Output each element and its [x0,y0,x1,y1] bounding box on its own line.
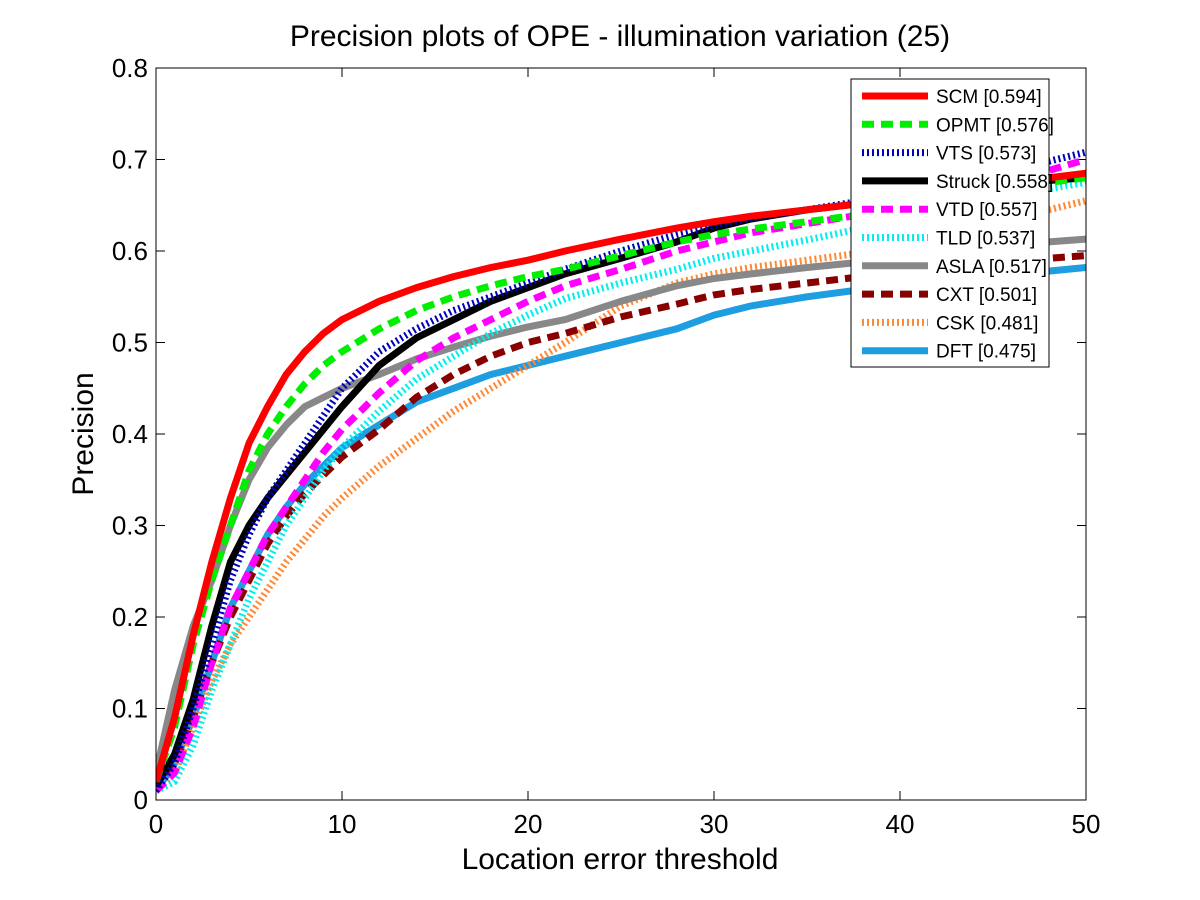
x-tick-label: 50 [1072,809,1101,839]
x-tick-label: 10 [328,809,357,839]
x-tick-label: 40 [886,809,915,839]
legend-label: DFT [0.475] [936,342,1036,363]
series-line [156,174,1086,783]
series-line [156,252,1086,793]
plot-frame [155,67,1087,801]
legend-label: ASLA [0.517] [936,257,1047,278]
y-tick-label: 0.6 [112,236,148,266]
y-tick-label: 0.8 [112,53,148,83]
y-tick-label: 0.4 [112,419,148,449]
series-line [156,156,1086,794]
legend-label: CXT [0.501] [936,285,1037,306]
y-axis-label: Precision [67,372,100,495]
legend: SCM [0.594] OPMT [0.576] VTS [0.573] Struck… [850,78,1054,368]
legend-label: TLD [0.537] [936,229,1035,250]
axis-ticks: 0 10 20 30 40 50 0 0.1 0.2 0.3 0.4 0.5 0.6 0.7 0.8 [112,53,1101,839]
y-tick-label: 0.7 [112,145,148,175]
legend-label: Struck [0.558] [936,172,1053,193]
y-tick-label: 0.3 [112,511,148,541]
x-tick-label: 0 [149,809,163,839]
y-tick-label: 0 [134,785,148,815]
y-tick-label: 0.1 [112,694,148,724]
x-axis-label: Location error threshold [462,843,779,876]
legend-label: OPMT [0.576] [936,115,1054,136]
legend-label: VTD [0.557] [936,200,1037,221]
legend-label: CSK [0.481] [936,313,1038,334]
y-tick-label: 0.5 [112,328,148,358]
legend-label: SCM [0.594] [936,87,1042,108]
y-tick-label: 0.2 [112,602,148,632]
x-tick-label: 20 [514,809,543,839]
legend-label: VTS [0.573] [936,144,1036,165]
x-tick-label: 30 [700,809,729,839]
chart-title: Precision plots of OPE - illumination va… [290,20,950,53]
